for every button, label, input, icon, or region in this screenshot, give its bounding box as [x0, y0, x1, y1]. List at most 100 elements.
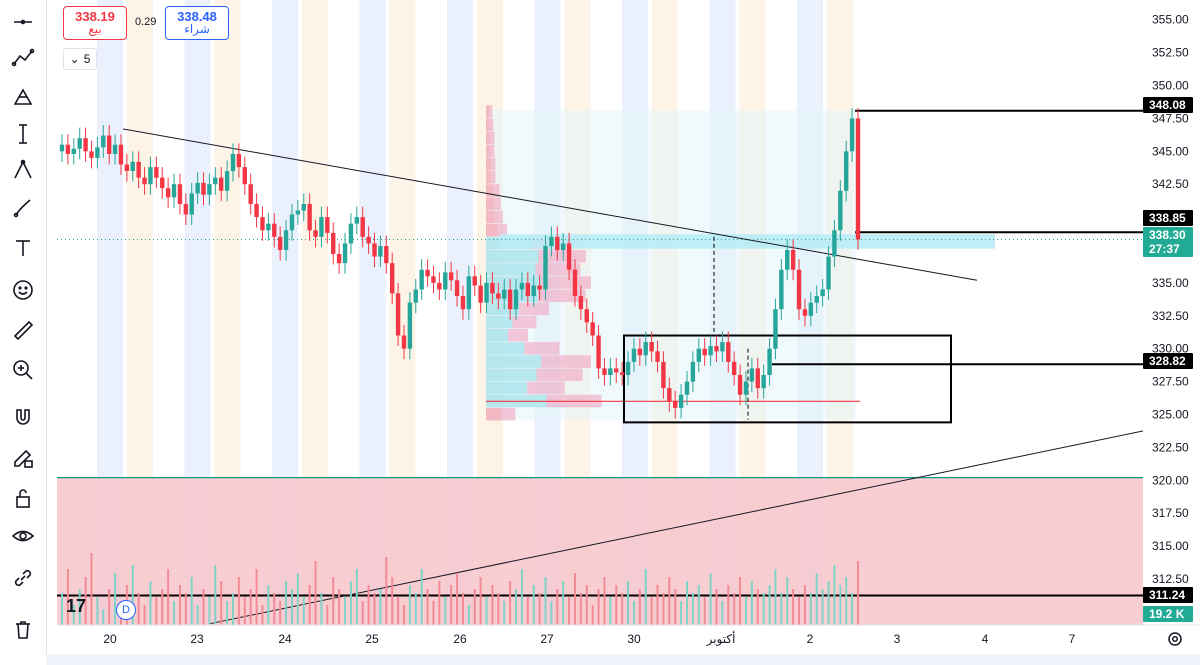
- candle[interactable]: [814, 296, 819, 303]
- data-badge[interactable]: D: [116, 600, 136, 620]
- candle[interactable]: [543, 246, 548, 290]
- candle[interactable]: [519, 282, 525, 290]
- candle[interactable]: [372, 243, 377, 257]
- candle[interactable]: [673, 401, 678, 408]
- candle[interactable]: [655, 351, 660, 362]
- candle[interactable]: [802, 309, 808, 316]
- candle[interactable]: [342, 243, 348, 264]
- candle[interactable]: [460, 296, 466, 310]
- candle[interactable]: [336, 253, 342, 264]
- candle[interactable]: [637, 348, 643, 356]
- gear-icon[interactable]: [1166, 630, 1184, 648]
- measure-tool[interactable]: [6, 155, 40, 185]
- candle[interactable]: [230, 153, 236, 172]
- candle[interactable]: [779, 269, 784, 310]
- candle[interactable]: [661, 361, 666, 389]
- candle[interactable]: [773, 309, 778, 349]
- candle[interactable]: [319, 217, 324, 237]
- candle[interactable]: [566, 243, 572, 270]
- candle[interactable]: [702, 348, 707, 356]
- candle[interactable]: [826, 256, 831, 290]
- candle[interactable]: [224, 171, 230, 191]
- candle[interactable]: [572, 269, 578, 297]
- candle[interactable]: [796, 269, 802, 310]
- text-tool[interactable]: [6, 233, 40, 263]
- candle[interactable]: [165, 188, 171, 198]
- candle[interactable]: [277, 236, 283, 250]
- candle[interactable]: [502, 289, 507, 299]
- candle[interactable]: [118, 144, 124, 165]
- candle[interactable]: [761, 375, 766, 389]
- magnet-tool[interactable]: [6, 403, 40, 433]
- candle[interactable]: [71, 148, 76, 154]
- candle[interactable]: [525, 282, 531, 297]
- fib-tool[interactable]: [6, 83, 40, 113]
- visibility-tool[interactable]: [6, 521, 40, 551]
- candle[interactable]: [77, 138, 82, 149]
- candle[interactable]: [855, 118, 861, 240]
- trend-line[interactable]: [209, 414, 1200, 625]
- candle[interactable]: [189, 193, 194, 215]
- candle[interactable]: [755, 368, 760, 389]
- candle[interactable]: [348, 223, 354, 244]
- candle[interactable]: [696, 348, 701, 362]
- link-tool[interactable]: [6, 563, 40, 593]
- candle[interactable]: [384, 246, 389, 264]
- candle[interactable]: [195, 182, 200, 194]
- candle[interactable]: [602, 368, 607, 375]
- candle[interactable]: [838, 190, 843, 231]
- candle[interactable]: [124, 164, 130, 172]
- candle[interactable]: [431, 276, 436, 283]
- candle[interactable]: [749, 368, 755, 382]
- candle[interactable]: [219, 177, 224, 191]
- candle[interactable]: [171, 184, 177, 198]
- candle[interactable]: [389, 263, 395, 294]
- candle[interactable]: [849, 118, 855, 152]
- candle[interactable]: [213, 177, 218, 185]
- candle[interactable]: [472, 276, 477, 286]
- candle[interactable]: [183, 203, 189, 215]
- delete-tool[interactable]: [6, 615, 40, 645]
- candle[interactable]: [726, 342, 731, 362]
- candle[interactable]: [260, 217, 265, 231]
- candle[interactable]: [254, 203, 259, 218]
- candle[interactable]: [366, 236, 371, 244]
- candle[interactable]: [443, 272, 448, 290]
- candle[interactable]: [737, 375, 743, 395]
- candle[interactable]: [584, 309, 589, 323]
- candle[interactable]: [154, 167, 159, 178]
- candle[interactable]: [708, 346, 713, 356]
- candle[interactable]: [101, 135, 106, 148]
- candle[interactable]: [419, 269, 424, 290]
- candle[interactable]: [425, 269, 430, 277]
- candle[interactable]: [266, 223, 271, 231]
- candle[interactable]: [248, 184, 253, 204]
- candle[interactable]: [395, 293, 401, 336]
- candle[interactable]: [596, 335, 601, 369]
- ruler-tool[interactable]: [6, 315, 40, 345]
- candle[interactable]: [354, 217, 360, 224]
- candle[interactable]: [678, 394, 684, 408]
- candle[interactable]: [177, 184, 183, 204]
- candle[interactable]: [513, 289, 519, 310]
- candle[interactable]: [631, 348, 637, 362]
- candle[interactable]: [466, 276, 472, 310]
- candle[interactable]: [106, 135, 112, 154]
- trend-line-tool[interactable]: [6, 43, 40, 73]
- candle[interactable]: [578, 296, 584, 310]
- candle[interactable]: [148, 167, 153, 185]
- candle[interactable]: [136, 161, 141, 178]
- candle[interactable]: [201, 182, 206, 195]
- candle[interactable]: [490, 282, 495, 294]
- candle[interactable]: [731, 361, 737, 375]
- candle[interactable]: [844, 151, 849, 191]
- zoom-tool[interactable]: [6, 355, 40, 385]
- candle[interactable]: [448, 272, 454, 281]
- range-box[interactable]: [623, 334, 952, 424]
- candle[interactable]: [295, 210, 301, 215]
- candle[interactable]: [160, 177, 165, 189]
- candle[interactable]: [142, 177, 147, 185]
- candle[interactable]: [112, 144, 118, 154]
